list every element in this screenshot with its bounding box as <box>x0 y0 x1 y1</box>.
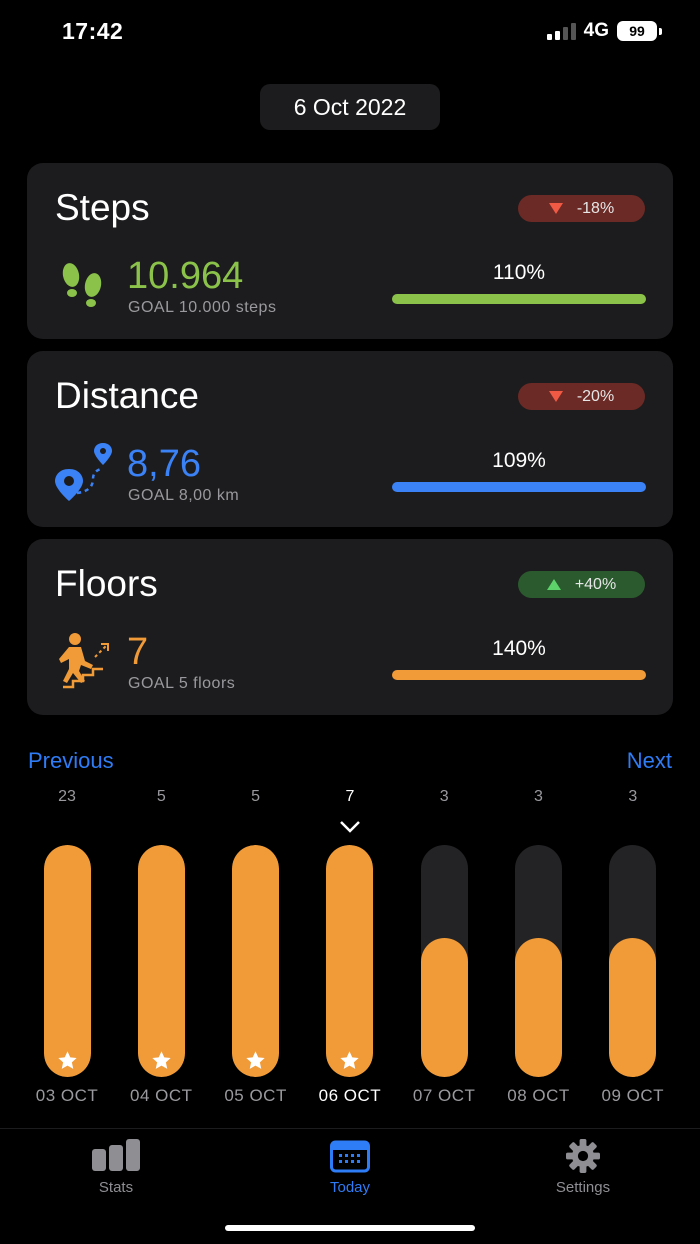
day-value: 5 <box>156 788 166 805</box>
next-button[interactable]: Next <box>626 748 672 773</box>
home-indicator <box>225 1225 475 1231</box>
day-label[interactable]: 04 OCT <box>130 1086 193 1105</box>
change-badge: -20% <box>518 383 645 410</box>
goal-star-icon <box>151 1050 172 1071</box>
distance-progress-bar <box>392 482 646 492</box>
floors-progress-bar <box>392 670 646 680</box>
footprints-icon <box>62 263 102 307</box>
day-column[interactable] <box>515 845 562 1077</box>
status-time: 17:42 <box>62 18 124 44</box>
trend-down-icon <box>548 203 563 214</box>
distance-value: 8,76 <box>127 443 201 485</box>
floors-percent: 140% <box>492 637 546 660</box>
selected-chevron-icon <box>340 821 360 833</box>
day-label[interactable]: 07 OCT <box>412 1086 476 1105</box>
steps-card[interactable]: Steps -18% 10.964 GOAL 10.000 steps 110% <box>27 163 673 339</box>
tab-label: Today <box>329 1179 371 1196</box>
day-label[interactable]: 09 OCT <box>601 1086 665 1105</box>
day-value: 23 <box>58 788 76 805</box>
card-title: Steps <box>55 187 150 228</box>
day-column[interactable] <box>609 845 657 1077</box>
day-column[interactable] <box>232 845 280 1077</box>
change-badge: -18% <box>518 195 645 222</box>
steps-goal: GOAL 10.000 steps <box>128 299 277 316</box>
signal-icon <box>546 22 576 40</box>
bar-chart-icon <box>92 1139 140 1171</box>
tab-label: Stats <box>98 1179 134 1196</box>
floors-goal: GOAL 5 floors <box>128 675 236 692</box>
day-column[interactable] <box>326 845 374 1077</box>
previous-button[interactable]: Previous <box>28 748 114 773</box>
day-label[interactable]: 05 OCT <box>224 1086 287 1105</box>
distance-percent: 109% <box>492 449 546 472</box>
day-value: 3 <box>628 788 638 805</box>
route-pin-icon <box>55 443 112 501</box>
floors-value: 7 <box>127 631 149 673</box>
day-label[interactable]: 06 OCT <box>318 1086 382 1105</box>
change-badge: +40% <box>518 571 645 598</box>
status-bar: 17:42 4G 99 <box>0 0 700 64</box>
battery-icon: 99 <box>617 21 662 41</box>
day-column[interactable] <box>137 845 185 1077</box>
tab-settings[interactable]: Settings <box>513 1139 653 1196</box>
trend-up-icon <box>546 579 561 590</box>
tab-label: Settings <box>555 1179 611 1196</box>
distance-goal: GOAL 8,00 km <box>128 487 240 504</box>
network-type: 4G <box>583 20 609 41</box>
stairs-climber-icon <box>59 633 109 689</box>
tab-stats[interactable]: Stats <box>46 1139 186 1196</box>
trend-down-icon <box>548 391 563 402</box>
day-column[interactable] <box>420 845 468 1077</box>
date-selector[interactable]: 6 Oct 2022 <box>260 84 440 130</box>
day-bar <box>420 938 468 1077</box>
steps-value: 10.964 <box>127 255 244 297</box>
day-bar <box>232 845 280 1077</box>
battery-level: 99 <box>617 21 657 41</box>
goal-star-icon <box>339 1050 360 1071</box>
day-bar <box>515 938 562 1077</box>
change-text: -18% <box>576 199 615 217</box>
day-label[interactable]: 03 OCT <box>35 1086 99 1105</box>
day-value: 3 <box>439 788 449 805</box>
gear-icon <box>566 1139 600 1173</box>
card-title: Distance <box>55 375 199 416</box>
tab-today[interactable]: Today <box>280 1139 420 1196</box>
card-title: Floors <box>55 563 158 604</box>
day-bar <box>137 845 185 1077</box>
day-bar <box>326 845 374 1077</box>
day-value: 7 <box>345 788 355 805</box>
floors-card[interactable]: Floors +40% 7 GOAL 5 floors 140% <box>27 539 673 715</box>
day-column[interactable] <box>43 845 91 1077</box>
floors-history-chart: 23 03 OCT 5 04 OCT 5 05 OCT 7 06 OCT 3 07 OCT 3 08 … <box>0 780 700 1110</box>
calendar-icon <box>330 1140 370 1173</box>
status-indicators: 4G 99 <box>546 20 662 42</box>
day-label[interactable]: 08 OCT <box>507 1086 570 1105</box>
day-value: 5 <box>251 788 261 805</box>
goal-star-icon <box>57 1050 78 1071</box>
day-bar <box>609 938 657 1077</box>
change-text: +40% <box>574 575 617 593</box>
steps-percent: 110% <box>492 261 546 284</box>
steps-progress-bar <box>392 294 646 304</box>
tab-bar: Stats Today <box>0 1128 700 1244</box>
goal-star-icon <box>245 1050 266 1071</box>
day-bar <box>43 845 91 1077</box>
distance-card[interactable]: Distance -20% 8,76 GOAL 8,00 km 109% <box>27 351 673 527</box>
change-text: -20% <box>576 387 615 405</box>
day-value: 3 <box>534 788 543 805</box>
